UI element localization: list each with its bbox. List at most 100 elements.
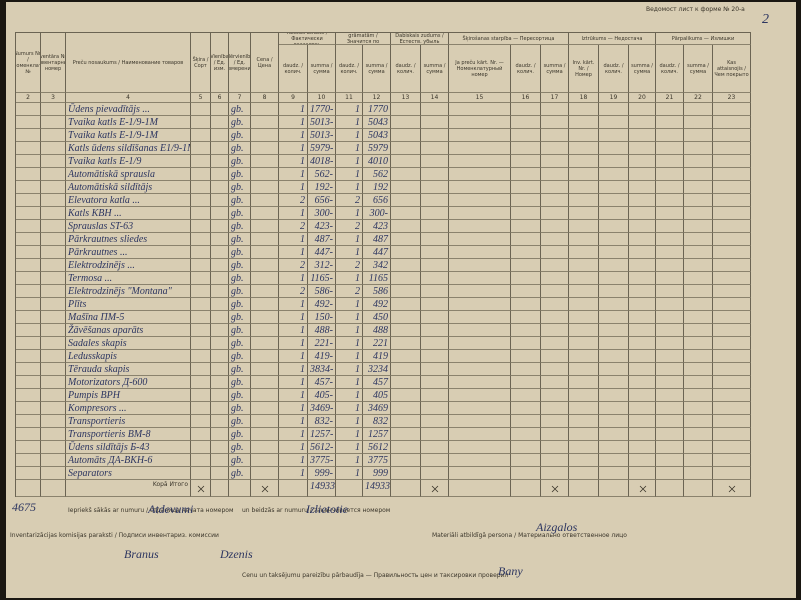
empty-cell bbox=[421, 246, 449, 259]
empty-cell bbox=[251, 181, 279, 194]
empty-cell bbox=[211, 363, 229, 376]
empty-cell bbox=[713, 454, 751, 467]
quantity: 1 bbox=[279, 415, 308, 428]
quantity: 1 bbox=[279, 363, 308, 376]
sum: 656- bbox=[308, 194, 336, 207]
empty-cell bbox=[421, 259, 449, 272]
empty-cell bbox=[251, 415, 279, 428]
end-value: Izlietotie bbox=[306, 502, 348, 516]
sum: 3775- bbox=[308, 454, 336, 467]
empty-cell bbox=[391, 454, 421, 467]
empty-cell bbox=[684, 246, 713, 259]
start-value: Atdevumi bbox=[148, 502, 194, 516]
empty-cell bbox=[191, 181, 211, 194]
column-header: Preču nosaukums / Наименование товаров bbox=[66, 33, 191, 93]
empty-cell bbox=[511, 285, 541, 298]
empty-cell bbox=[191, 441, 211, 454]
empty-cell bbox=[449, 311, 511, 324]
empty-cell bbox=[511, 311, 541, 324]
empty-cell bbox=[684, 389, 713, 402]
empty-cell bbox=[684, 155, 713, 168]
empty-cell bbox=[391, 207, 421, 220]
empty-cell bbox=[16, 129, 41, 142]
column-header: Šķira / Сорт bbox=[191, 33, 211, 93]
empty-cell bbox=[569, 415, 599, 428]
total-cell bbox=[229, 480, 251, 497]
sum: 4010 bbox=[363, 155, 391, 168]
empty-cell bbox=[449, 337, 511, 350]
empty-cell bbox=[713, 233, 751, 246]
empty-cell bbox=[251, 311, 279, 324]
empty-cell bbox=[569, 454, 599, 467]
column-header: summa / сумма bbox=[308, 45, 336, 93]
empty-cell bbox=[541, 467, 569, 480]
empty-cell bbox=[421, 285, 449, 298]
empty-cell bbox=[211, 272, 229, 285]
unit: gb. bbox=[229, 389, 251, 402]
empty-cell bbox=[684, 181, 713, 194]
empty-cell bbox=[656, 363, 684, 376]
empty-cell bbox=[449, 116, 511, 129]
empty-cell bbox=[449, 415, 511, 428]
column-number: 20 bbox=[629, 93, 656, 103]
empty-cell bbox=[511, 337, 541, 350]
sum: 5043 bbox=[363, 129, 391, 142]
empty-cell bbox=[684, 337, 713, 350]
empty-cell bbox=[684, 168, 713, 181]
empty-cell bbox=[656, 233, 684, 246]
quantity: 1 bbox=[336, 350, 363, 363]
item-name: Transportieris bbox=[66, 415, 191, 428]
unit: gb. bbox=[229, 324, 251, 337]
empty-cell bbox=[211, 350, 229, 363]
item-name: Tvaika katls E-1/9-1M bbox=[66, 129, 191, 142]
empty-cell bbox=[713, 350, 751, 363]
empty-cell bbox=[656, 116, 684, 129]
quantity: 1 bbox=[279, 142, 308, 155]
quantity: 1 bbox=[279, 389, 308, 402]
column-number: 16 bbox=[511, 93, 541, 103]
empty-cell bbox=[541, 116, 569, 129]
total-cell bbox=[511, 480, 541, 497]
empty-cell bbox=[191, 194, 211, 207]
empty-cell bbox=[541, 402, 569, 415]
quantity: 1 bbox=[336, 207, 363, 220]
empty-cell bbox=[713, 259, 751, 272]
empty-cell bbox=[656, 129, 684, 142]
empty-cell bbox=[41, 454, 66, 467]
sum: 832- bbox=[308, 415, 336, 428]
quantity: 1 bbox=[336, 376, 363, 389]
empty-cell bbox=[684, 467, 713, 480]
empty-cell bbox=[16, 467, 41, 480]
sum: 488- bbox=[308, 324, 336, 337]
empty-cell bbox=[713, 285, 751, 298]
empty-cell bbox=[191, 285, 211, 298]
empty-cell bbox=[511, 103, 541, 116]
column-header: Kas attaisnojis / Чем покрыто bbox=[713, 45, 751, 93]
form-sheet: Ведомост лист к форме № 20-а 2 Faktiski … bbox=[6, 2, 796, 598]
unit: gb. bbox=[229, 376, 251, 389]
quantity: 1 bbox=[279, 350, 308, 363]
empty-cell bbox=[421, 129, 449, 142]
total-cell bbox=[211, 480, 229, 497]
empty-cell bbox=[449, 155, 511, 168]
empty-cell bbox=[391, 363, 421, 376]
quantity: 1 bbox=[336, 181, 363, 194]
empty-cell bbox=[421, 194, 449, 207]
item-name: Žāvēšanas aparāts bbox=[66, 324, 191, 337]
sum: 457- bbox=[308, 376, 336, 389]
unit: gb. bbox=[229, 441, 251, 454]
responsible-label: Materiāli atbildīgā persona / Материальн… bbox=[432, 532, 627, 539]
empty-cell bbox=[251, 246, 279, 259]
empty-cell bbox=[569, 259, 599, 272]
empty-cell bbox=[421, 389, 449, 402]
empty-cell bbox=[656, 402, 684, 415]
empty-cell bbox=[16, 441, 41, 454]
unit: gb. bbox=[229, 272, 251, 285]
empty-cell bbox=[541, 181, 569, 194]
empty-cell bbox=[511, 233, 541, 246]
empty-cell bbox=[16, 194, 41, 207]
quantity: 1 bbox=[279, 116, 308, 129]
empty-cell bbox=[599, 168, 629, 181]
sum: 300- bbox=[308, 207, 336, 220]
quantity: 1 bbox=[336, 454, 363, 467]
